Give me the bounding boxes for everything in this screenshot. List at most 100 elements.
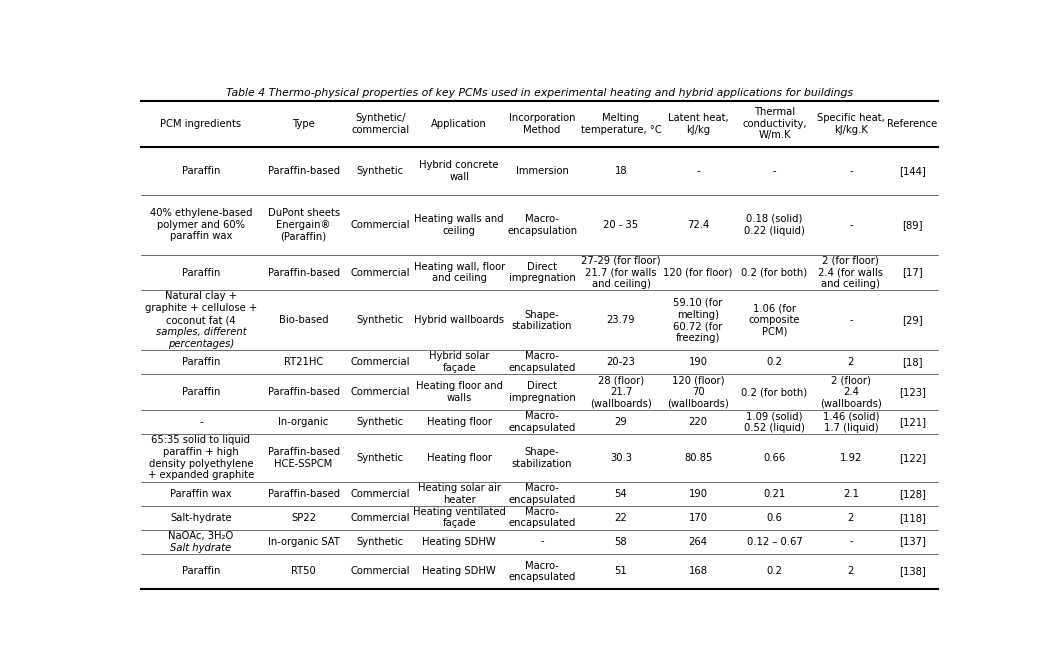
Text: Heating SDHW: Heating SDHW bbox=[422, 566, 496, 576]
Text: [121]: [121] bbox=[899, 417, 926, 427]
Text: 0.21: 0.21 bbox=[763, 489, 786, 499]
Text: 264: 264 bbox=[689, 536, 708, 546]
Text: -: - bbox=[773, 166, 776, 176]
Text: samples, different: samples, different bbox=[156, 327, 246, 337]
Text: 1.46 (solid)
1.7 (liquid): 1.46 (solid) 1.7 (liquid) bbox=[822, 411, 879, 433]
Text: [138]: [138] bbox=[899, 566, 926, 576]
Text: PCM ingredients: PCM ingredients bbox=[160, 119, 241, 129]
Text: 2.1: 2.1 bbox=[842, 489, 859, 499]
Text: Direct
impregnation: Direct impregnation bbox=[509, 262, 576, 283]
Text: Synthetic: Synthetic bbox=[357, 453, 404, 463]
Text: Commercial: Commercial bbox=[351, 489, 410, 499]
Text: Paraffin-based: Paraffin-based bbox=[267, 268, 340, 278]
Text: Paraffin: Paraffin bbox=[182, 268, 220, 278]
Text: 0.12 – 0.67: 0.12 – 0.67 bbox=[747, 536, 802, 546]
Text: Heating floor and
walls: Heating floor and walls bbox=[416, 381, 502, 403]
Text: 120 (floor)
70
(wallboards): 120 (floor) 70 (wallboards) bbox=[668, 375, 729, 409]
Text: 0.2: 0.2 bbox=[767, 566, 782, 576]
Text: 72.4: 72.4 bbox=[687, 220, 710, 230]
Text: 28 (floor)
21.7
(wallboards): 28 (floor) 21.7 (wallboards) bbox=[590, 375, 652, 409]
Text: Synthetic: Synthetic bbox=[357, 166, 404, 176]
Text: 30.3: 30.3 bbox=[610, 453, 632, 463]
Text: Hybrid solar
façade: Hybrid solar façade bbox=[429, 351, 490, 373]
Text: [29]: [29] bbox=[902, 315, 922, 325]
Text: -: - bbox=[696, 166, 700, 176]
Text: Commercial: Commercial bbox=[351, 220, 410, 230]
Text: 0.2 (for both): 0.2 (for both) bbox=[741, 387, 808, 397]
Text: Direct
impregnation: Direct impregnation bbox=[509, 381, 576, 403]
Text: Shape-
stabilization: Shape- stabilization bbox=[512, 447, 573, 469]
Text: 1.06 (for
composite
PCM): 1.06 (for composite PCM) bbox=[749, 304, 800, 337]
Text: Table 4 Thermo-physical properties of key PCMs used in experimental heating and : Table 4 Thermo-physical properties of ke… bbox=[226, 88, 853, 98]
Text: [18]: [18] bbox=[902, 357, 922, 367]
Text: Paraffin: Paraffin bbox=[182, 387, 220, 397]
Text: Salt-hydrate: Salt-hydrate bbox=[171, 512, 232, 522]
Text: Synthetic: Synthetic bbox=[357, 315, 404, 325]
Text: Paraffin: Paraffin bbox=[182, 357, 220, 367]
Text: Commercial: Commercial bbox=[351, 357, 410, 367]
Text: 58: 58 bbox=[615, 536, 628, 546]
Text: [118]: [118] bbox=[899, 512, 926, 522]
Text: 190: 190 bbox=[689, 489, 708, 499]
Text: Commercial: Commercial bbox=[351, 566, 410, 576]
Text: 23.79: 23.79 bbox=[607, 315, 635, 325]
Text: Latent heat,
kJ/kg: Latent heat, kJ/kg bbox=[668, 113, 729, 135]
Text: 2 (for floor)
2.4 (for walls
and ceiling): 2 (for floor) 2.4 (for walls and ceiling… bbox=[818, 256, 883, 289]
Text: Incorporation
Method: Incorporation Method bbox=[509, 113, 575, 135]
Text: Paraffin-based
HCE-SSPCM: Paraffin-based HCE-SSPCM bbox=[267, 447, 340, 469]
Text: Specific heat,
kJ/kg.K: Specific heat, kJ/kg.K bbox=[817, 113, 885, 135]
Text: 168: 168 bbox=[689, 566, 708, 576]
Text: graphite + cellulose +: graphite + cellulose + bbox=[145, 303, 257, 313]
Text: Shape-
stabilization: Shape- stabilization bbox=[512, 309, 573, 331]
Text: [89]: [89] bbox=[902, 220, 922, 230]
Text: DuPont sheets
Energain®
(Paraffin): DuPont sheets Energain® (Paraffin) bbox=[267, 208, 340, 241]
Text: Macro-
encapsulated: Macro- encapsulated bbox=[509, 411, 576, 433]
Text: Paraffin wax: Paraffin wax bbox=[171, 489, 232, 499]
Text: -: - bbox=[849, 315, 853, 325]
Text: Heating wall, floor
and ceiling: Heating wall, floor and ceiling bbox=[414, 262, 504, 283]
Text: 51: 51 bbox=[615, 566, 628, 576]
Text: 0.2: 0.2 bbox=[767, 357, 782, 367]
Text: RT50: RT50 bbox=[292, 566, 316, 576]
Text: 0.2 (for both): 0.2 (for both) bbox=[741, 268, 808, 278]
Text: Synthetic: Synthetic bbox=[357, 536, 404, 546]
Text: 2: 2 bbox=[848, 566, 854, 576]
Text: Heating ventilated
façade: Heating ventilated façade bbox=[413, 507, 505, 528]
Text: -: - bbox=[849, 220, 853, 230]
Text: percentages): percentages) bbox=[167, 339, 234, 349]
Text: -: - bbox=[849, 536, 853, 546]
Text: 170: 170 bbox=[689, 512, 708, 522]
Text: Macro-
encapsulated: Macro- encapsulated bbox=[509, 351, 576, 373]
Text: 20-23: 20-23 bbox=[607, 357, 635, 367]
Text: 1.92: 1.92 bbox=[839, 453, 862, 463]
Text: Bio-based: Bio-based bbox=[279, 315, 329, 325]
Text: [137]: [137] bbox=[899, 536, 926, 546]
Text: Heating walls and
ceiling: Heating walls and ceiling bbox=[415, 214, 504, 236]
Text: Macro-
encapsulation: Macro- encapsulation bbox=[508, 214, 577, 236]
Text: 29: 29 bbox=[615, 417, 628, 427]
Text: -: - bbox=[540, 536, 544, 546]
Text: In-organic SAT: In-organic SAT bbox=[267, 536, 339, 546]
Text: Commercial: Commercial bbox=[351, 268, 410, 278]
Text: SP22: SP22 bbox=[291, 512, 316, 522]
Text: Commercial: Commercial bbox=[351, 387, 410, 397]
Text: [128]: [128] bbox=[899, 489, 926, 499]
Text: 27-29 (for floor)
21.7 (for walls
and ceiling): 27-29 (for floor) 21.7 (for walls and ce… bbox=[581, 256, 660, 289]
Text: Melting
temperature, °C: Melting temperature, °C bbox=[580, 113, 661, 135]
Text: 80.85: 80.85 bbox=[684, 453, 712, 463]
Text: -: - bbox=[849, 166, 853, 176]
Text: [122]: [122] bbox=[899, 453, 926, 463]
Text: In-organic: In-organic bbox=[278, 417, 329, 427]
Text: 220: 220 bbox=[689, 417, 708, 427]
Text: 1.09 (solid)
0.52 (liquid): 1.09 (solid) 0.52 (liquid) bbox=[744, 411, 804, 433]
Text: Paraffin-based: Paraffin-based bbox=[267, 166, 340, 176]
Text: Macro-
encapsulated: Macro- encapsulated bbox=[509, 507, 576, 528]
Text: Synthetic/
commercial: Synthetic/ commercial bbox=[352, 113, 410, 135]
Text: 190: 190 bbox=[689, 357, 708, 367]
Text: 120 (for floor): 120 (for floor) bbox=[663, 268, 733, 278]
Text: Paraffin-based: Paraffin-based bbox=[267, 489, 340, 499]
Text: [123]: [123] bbox=[899, 387, 926, 397]
Text: Natural clay +: Natural clay + bbox=[165, 291, 237, 301]
Text: Hybrid wallboards: Hybrid wallboards bbox=[414, 315, 504, 325]
Text: Macro-
encapsulated: Macro- encapsulated bbox=[509, 483, 576, 504]
